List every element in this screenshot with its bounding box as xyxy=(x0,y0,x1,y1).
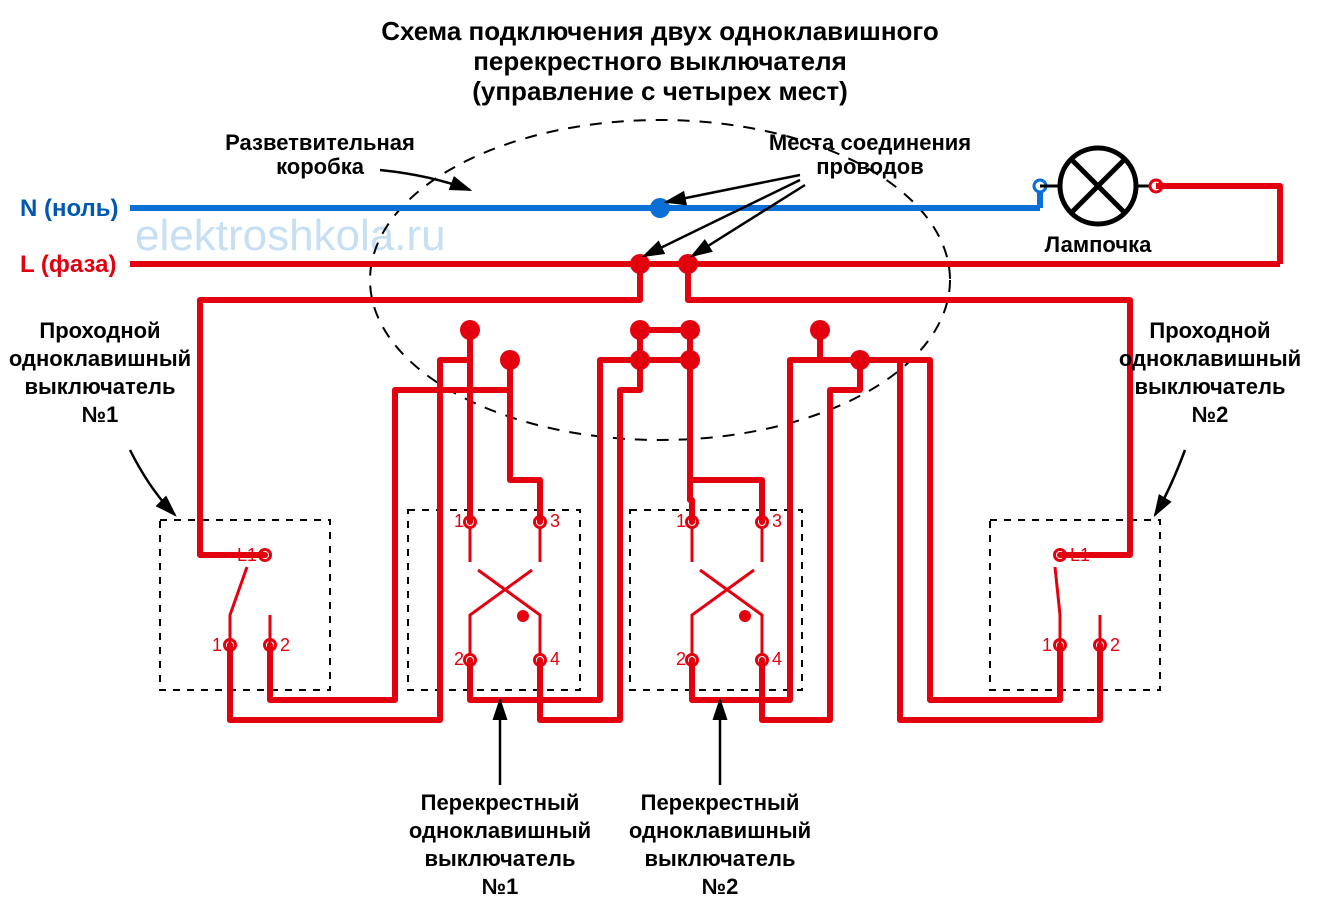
switch-cross-1-term-3: 3 xyxy=(550,511,560,531)
sw1-term-1: 1 xyxy=(212,635,222,655)
diagram-title-line2: перекрестного выключателя xyxy=(473,46,847,76)
switch-cross-2-label: Перекрестныйодноклавишныйвыключатель№2 xyxy=(629,790,811,899)
wire-joints-label: Места соединенияпроводов xyxy=(769,130,971,179)
switch-cross-2-term-1: 1 xyxy=(676,511,686,531)
watermark-text: elektroshkola.ru xyxy=(135,211,446,260)
diagram-title-line1: Схема подключения двух одноклавишного xyxy=(381,16,939,46)
w-bus-cross1-t3 xyxy=(510,360,540,522)
switch-cross-1-label: Перекрестныйодноклавишныйвыключатель№1 xyxy=(409,790,591,899)
switch-pass-1-arrow xyxy=(130,450,175,515)
sw2-term-1: 1 xyxy=(1042,635,1052,655)
neutral-label: N (ноль) xyxy=(20,195,119,222)
w-bus-cross2-t3 xyxy=(690,360,762,522)
w-sw1-t2-bus xyxy=(270,360,510,700)
w-bus-sw2-t2 xyxy=(860,360,1100,720)
switch-cross-2-term-4: 4 xyxy=(772,649,782,669)
wire-stub-sw1 xyxy=(230,645,260,720)
lamp-label: Лампочка xyxy=(1045,232,1152,257)
switch-cross-1-term-1: 1 xyxy=(454,511,464,531)
w-cross2-t2-bus xyxy=(692,330,820,700)
switch-cross-2-term-2: 2 xyxy=(676,649,686,669)
diagram-title-line3: (управление с четырех мест) xyxy=(472,76,848,106)
wire-joints-arrow-3 xyxy=(692,185,805,256)
switch-cross-1-term-4: 4 xyxy=(550,649,560,669)
switch-cross-1-term-2: 2 xyxy=(454,649,464,669)
switch-pass-2-arrow xyxy=(1155,450,1185,515)
lamp-phase-return xyxy=(1156,186,1280,264)
w-bus-sw2-t1 xyxy=(820,330,1060,700)
switch-cross-2-term-3: 3 xyxy=(772,511,782,531)
switch-pass-1-label: Проходнойодноклавишныйвыключатель№1 xyxy=(9,318,191,427)
sw2-term-2: 2 xyxy=(1110,635,1120,655)
wire-L-to-sw1 xyxy=(200,264,640,555)
phase-label: L (фаза) xyxy=(20,251,116,278)
switch-pass-2-label: Проходнойодноклавишныйвыключатель№2 xyxy=(1119,318,1301,427)
sw1-term-2: 2 xyxy=(280,635,290,655)
wire-L-to-sw2 xyxy=(688,264,1130,555)
junction-box-arrow xyxy=(380,170,470,190)
